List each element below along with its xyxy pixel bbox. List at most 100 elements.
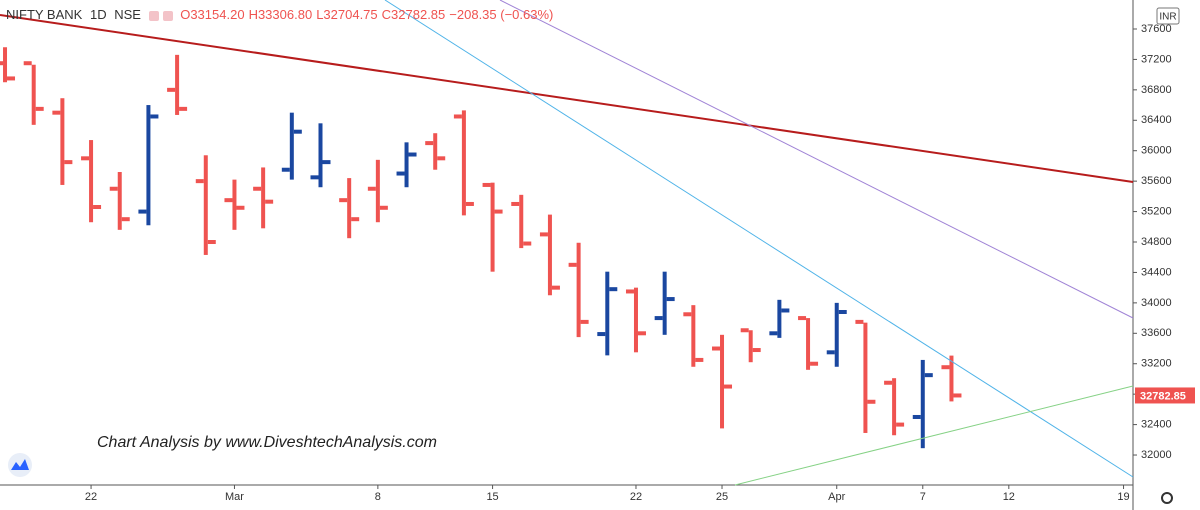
icon[interactable] — [162, 10, 173, 21]
icon[interactable] — [148, 10, 159, 21]
bar-close — [781, 308, 790, 313]
bar-open — [253, 186, 262, 191]
bar-range — [60, 98, 65, 185]
o-value: 33154.20 — [190, 7, 245, 22]
bar-open — [511, 201, 520, 206]
exchange: NSE — [114, 7, 141, 22]
bar-open — [0, 61, 4, 66]
bar-open — [740, 328, 749, 333]
last-price-label: 32782.85 — [1140, 390, 1186, 402]
bar-open — [167, 87, 176, 92]
currency-box — [1156, 7, 1180, 25]
bar-close — [64, 160, 73, 165]
bar-close — [465, 201, 474, 206]
bar-open — [597, 332, 606, 337]
bar-range — [777, 299, 782, 338]
bar-close — [293, 129, 302, 134]
bar-close — [121, 217, 130, 222]
bar-range — [31, 64, 36, 125]
bar-open — [769, 331, 778, 336]
bar-range — [146, 105, 151, 226]
logo[interactable] — [8, 453, 32, 477]
trend-line — [734, 385, 1134, 486]
bar-range — [203, 155, 208, 255]
bar-close — [551, 285, 560, 290]
bar-open — [482, 182, 491, 187]
x-tick-label: Mar — [225, 491, 244, 503]
bar-range — [289, 112, 294, 180]
y-tick-label: 32000 — [1141, 449, 1172, 461]
y-tick-label: 33200 — [1141, 358, 1172, 370]
bar-range — [404, 142, 409, 188]
interval: 1D — [89, 7, 107, 22]
y-tick-label: 35200 — [1141, 205, 1172, 217]
bar-range — [949, 355, 954, 402]
h-letter: H — [248, 7, 258, 22]
y-tick-label: 33600 — [1141, 327, 1172, 339]
bar-open — [109, 186, 118, 191]
bar-range — [547, 214, 552, 296]
y-tick-label: 37200 — [1141, 53, 1172, 65]
bar-range — [433, 133, 438, 170]
bar-close — [752, 348, 761, 353]
bar-range — [892, 378, 897, 436]
bar-close — [236, 205, 245, 210]
change: −208.35 (−0.63%) — [449, 7, 554, 22]
bar-range — [834, 302, 839, 367]
bar-close — [953, 393, 962, 398]
bar-close — [351, 217, 360, 222]
logo-bg[interactable] — [8, 453, 32, 477]
settings[interactable] — [1161, 492, 1173, 504]
l-letter: L — [316, 7, 324, 22]
bar-range — [633, 287, 638, 353]
y-tick-label: 34000 — [1141, 297, 1172, 309]
settings-icon[interactable] — [1161, 492, 1173, 504]
logo-icon[interactable] — [11, 459, 29, 470]
bar-open — [23, 61, 32, 66]
last-price-box — [1135, 387, 1195, 404]
bar-open — [195, 179, 204, 184]
bar-close — [7, 76, 16, 81]
bar-range — [117, 172, 122, 230]
l-value: 32704.75 — [323, 7, 378, 22]
bar-close — [637, 331, 646, 336]
c-value: 32782.85 — [391, 7, 446, 22]
bar-range — [461, 110, 466, 216]
bar-close — [838, 309, 847, 314]
ohlc: O33154.20 H33306.80 L32704.75 C32782.85 −208… — [180, 7, 557, 22]
bar-range — [691, 305, 696, 367]
bar-close — [408, 152, 417, 157]
bar-open — [912, 414, 921, 419]
c-letter: C — [381, 7, 392, 22]
bar-range — [318, 123, 323, 188]
x-tick-label: 8 — [375, 491, 381, 503]
bars — [0, 47, 962, 449]
bar-range — [3, 47, 8, 83]
bar-range — [920, 359, 925, 449]
y-tick-label: 36400 — [1141, 114, 1172, 126]
bar-close — [437, 156, 446, 161]
x-tick-label: 12 — [1003, 491, 1015, 503]
y-tick-label: 37600 — [1141, 23, 1172, 35]
bar-close — [724, 384, 733, 389]
bar-close — [666, 297, 675, 302]
o-letter: O — [180, 7, 191, 22]
bar-close — [695, 357, 704, 362]
bar-close — [810, 361, 819, 366]
bar-close — [322, 160, 331, 165]
bar-open — [52, 110, 61, 115]
bar-close — [150, 114, 159, 119]
bar-range — [490, 182, 495, 272]
bar-range — [806, 318, 811, 370]
bar-open — [625, 289, 634, 294]
bar-open — [138, 209, 147, 214]
y-tick-label: 32400 — [1141, 418, 1172, 430]
bar-close — [35, 106, 44, 111]
bar-open — [310, 175, 319, 180]
bar-range — [261, 167, 266, 229]
bar-open — [396, 171, 405, 176]
bar-close — [207, 240, 216, 245]
bar-range — [863, 322, 868, 433]
